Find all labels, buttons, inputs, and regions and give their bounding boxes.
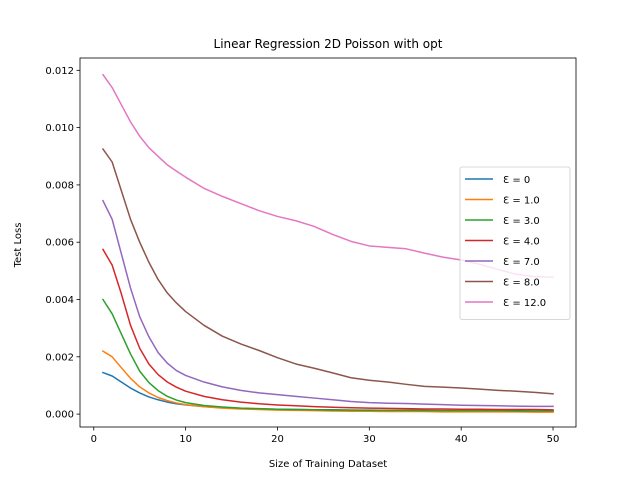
x-tick-label: 50 [547,434,560,445]
y-tick-label: 0.008 [45,180,74,191]
y-axis-label: Test Loss [13,223,24,269]
y-tick-label: 0.012 [45,66,74,77]
axes: 0 10 20 30 40 50 0.000 0.002 0.004 0.006 0.008 0.01… [45,57,577,445]
x-tick-label: 20 [271,434,284,445]
series-line-5 [101,199,554,408]
series-line-2 [101,350,554,413]
legend-label-4: Ɛ = 4.0 [503,237,540,248]
series-line-4 [101,248,554,411]
series-line-3 [101,298,554,412]
y-tick-label: 0.002 [45,352,74,363]
y-tick-label: 0.006 [45,238,74,249]
x-tick-label: 30 [363,434,376,445]
legend-label-3: Ɛ = 3.0 [503,216,540,227]
chart-title: Linear Regression 2D Poisson with opt [214,37,443,51]
legend-label-2: Ɛ = 1.0 [503,196,540,207]
y-tick-label: 0.010 [45,123,74,134]
legend-label-1: Ɛ = 0 [503,175,530,186]
legend-label-7: Ɛ = 12.0 [503,298,546,309]
y-tick-label: 0.004 [45,295,74,306]
legend-label-6: Ɛ = 8.0 [503,278,540,289]
legend-label-5: Ɛ = 7.0 [503,257,540,268]
x-tick-label: 10 [179,434,192,445]
x-axis-label: Size of Training Dataset [269,459,387,470]
y-tick-label: 0.000 [45,410,74,421]
legend: Ɛ = 0 Ɛ = 1.0 Ɛ = 3.0 Ɛ = 4.0 Ɛ = 7.0 Ɛ = 8.0… [459,166,571,320]
x-tick-label: 0 [91,434,97,445]
series-line-6 [101,148,554,395]
x-tick-label: 40 [455,434,468,445]
